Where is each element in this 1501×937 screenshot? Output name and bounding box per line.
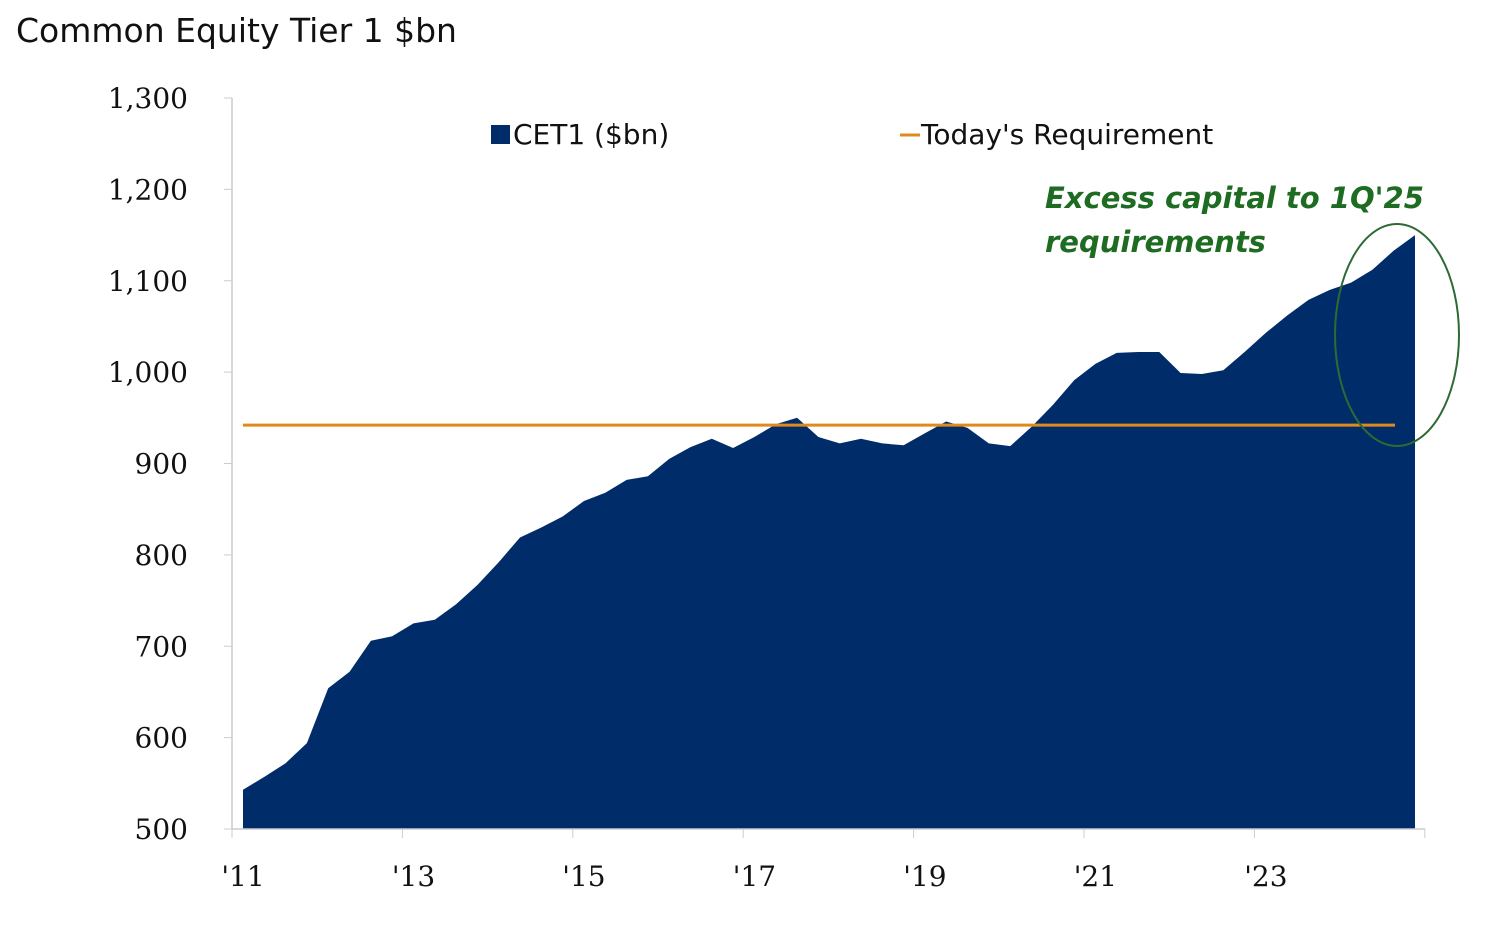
legend-label-cet1: CET1 ($bn) xyxy=(513,118,669,151)
chart-title: Common Equity Tier 1 $bn xyxy=(16,11,457,50)
x-axis: '11 '13 '15 '17 '19 '21 '23 xyxy=(221,829,1426,893)
y-tick-label: 900 xyxy=(135,448,188,481)
y-axis: 500 600 700 800 900 1,000 1,100 1,200 1,300 xyxy=(108,82,232,846)
legend: CET1 ($bn) Today's Requirement xyxy=(491,118,1213,151)
y-tick-label: 700 xyxy=(135,630,188,663)
y-tick-label: 500 xyxy=(135,813,188,846)
annotation-text-line1: Excess capital to 1Q'25 xyxy=(1045,181,1424,215)
y-tick-label: 1,100 xyxy=(108,265,188,298)
y-tick-label: 1,200 xyxy=(108,173,188,206)
x-tick-label: '15 xyxy=(562,860,605,893)
x-tick-label: '13 xyxy=(392,860,435,893)
y-tick-label: 800 xyxy=(135,539,188,572)
y-tick-label: 1,000 xyxy=(108,356,188,389)
legend-label-requirement: Today's Requirement xyxy=(920,118,1213,151)
x-tick-label: '19 xyxy=(903,860,946,893)
annotation-ellipse xyxy=(1334,223,1460,447)
annotation-text-line2: requirements xyxy=(1045,225,1266,259)
x-tick-label: '11 xyxy=(221,860,264,893)
x-tick-label: '23 xyxy=(1244,860,1287,893)
y-tick-label: 1,300 xyxy=(108,82,188,115)
x-tick-label: '17 xyxy=(733,860,776,893)
y-tick-label: 600 xyxy=(135,722,188,755)
legend-swatch-cet1 xyxy=(491,125,510,144)
annotation: Excess capital to 1Q'25 requirements xyxy=(1045,181,1460,447)
x-tick-label: '21 xyxy=(1074,860,1117,893)
cet1-area xyxy=(243,235,1415,830)
